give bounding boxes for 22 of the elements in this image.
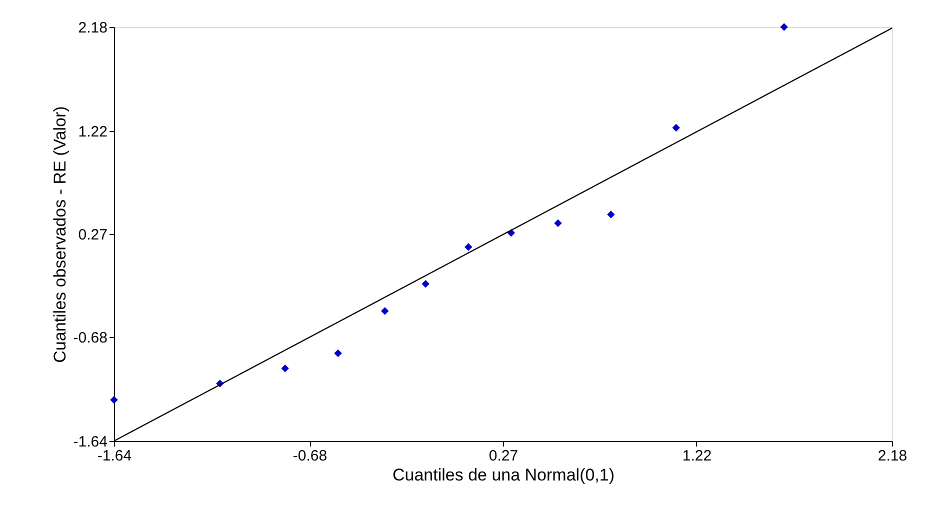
y-tick-label: 2.18 [78,20,108,36]
point [334,349,342,358]
x-tick-label: -1.64 [97,448,132,464]
point [281,364,289,372]
y-axis-title: Cuantiles observados - RE (Valor) [50,106,70,363]
point [422,280,430,288]
point [607,210,615,218]
x-tick-label: 2.18 [878,448,908,464]
x-tick-label: 0.27 [488,448,518,464]
y-tick-label: 0.27 [78,226,108,244]
point [554,219,562,228]
y-tick-label: -0.68 [73,329,108,346]
x-tick-label: 1.22 [682,448,712,464]
point [110,396,118,404]
x-axis-title: Cuantiles de una Normal(0,1) [392,466,615,484]
x-tick-label: -0.68 [292,448,328,464]
y-tick-label: 1.22 [78,124,108,141]
point [780,23,788,31]
point [464,243,472,251]
y-tick-label: -1.64 [73,434,108,450]
point [672,124,680,132]
point [381,307,389,315]
